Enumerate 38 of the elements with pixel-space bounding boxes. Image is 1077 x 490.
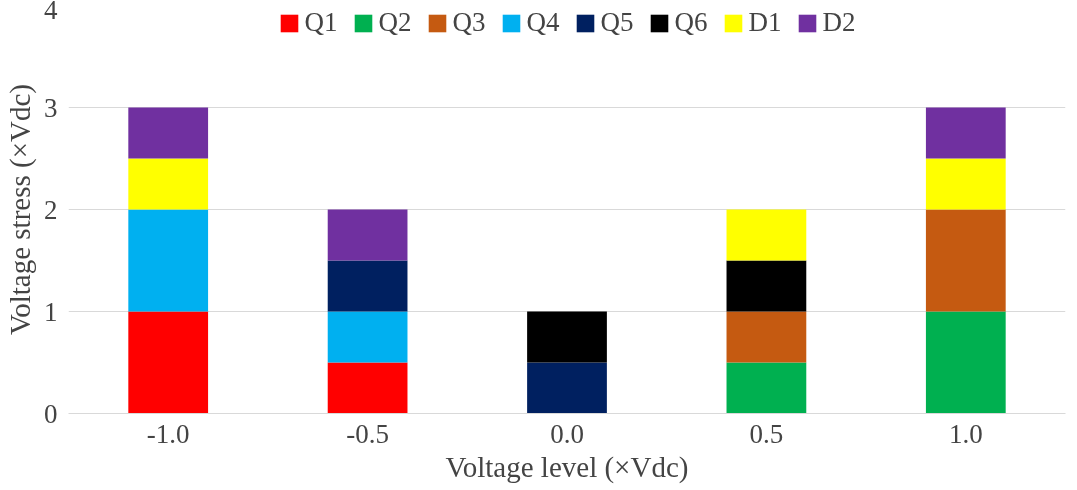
y-tick-label: 1 <box>44 296 58 327</box>
legend-label: Q1 <box>304 7 338 38</box>
y-tick-label: 2 <box>44 194 58 225</box>
x-axis-title: Voltage level (×Vdc) <box>445 450 689 484</box>
x-tick-label: 0.0 <box>550 418 584 449</box>
x-tick-label: 0.5 <box>749 418 784 449</box>
legend-label: Q6 <box>674 7 708 38</box>
legend-label: Q4 <box>526 7 560 38</box>
x-tick-label: 1.0 <box>948 418 983 449</box>
legend-label: Q3 <box>452 7 486 38</box>
bar <box>327 362 408 414</box>
bar <box>128 107 209 159</box>
y-tick-label: 4 <box>44 0 58 25</box>
bar <box>327 311 408 363</box>
y-tick-label: 0 <box>44 398 58 429</box>
x-tick-label: -0.5 <box>346 418 389 449</box>
bar <box>726 362 807 414</box>
x-tick-label: -1.0 <box>146 418 190 449</box>
bar <box>726 311 807 363</box>
bar <box>726 209 807 261</box>
legend-label: D1 <box>748 7 782 38</box>
legend-label: Q2 <box>378 7 412 38</box>
bar <box>726 260 807 312</box>
bar <box>925 311 1006 414</box>
y-tick-label: 3 <box>44 92 58 123</box>
bar <box>925 158 1006 210</box>
legend-label: Q5 <box>600 7 634 38</box>
bar <box>128 209 209 312</box>
bar <box>527 362 607 414</box>
y-axis-title: Voltage stress (×Vdc) <box>4 83 37 335</box>
bar <box>327 260 408 312</box>
legend-label: D2 <box>822 7 856 38</box>
bar <box>925 107 1006 159</box>
bar <box>925 209 1006 312</box>
bar <box>327 209 408 261</box>
bar <box>527 311 607 363</box>
bar <box>128 158 209 210</box>
bar <box>128 311 209 414</box>
